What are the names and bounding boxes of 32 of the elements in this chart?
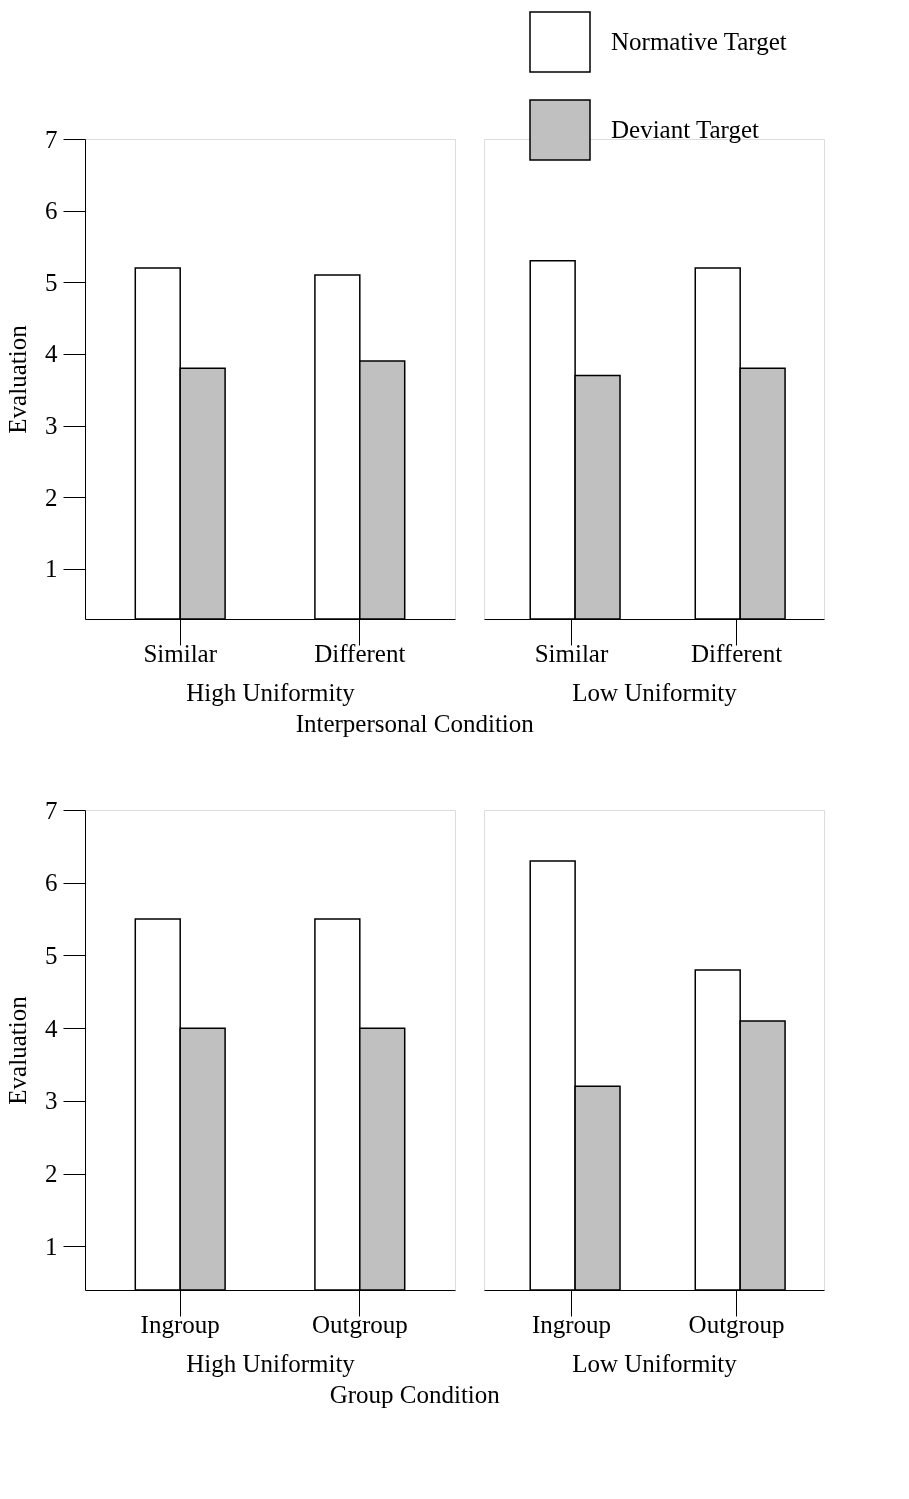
y-tick-label: 4 — [45, 1014, 58, 1042]
x-axis-title: High Uniformity — [186, 678, 356, 706]
x-tick-label: Ingroup — [140, 1310, 220, 1338]
y-tick-label: 3 — [45, 1087, 58, 1115]
x-tick-label: Similar — [143, 639, 218, 667]
y-tick-label: 7 — [45, 796, 58, 824]
x-tick-label: Different — [690, 639, 783, 667]
legend-label: Deviant Target — [611, 116, 760, 143]
y-tick-label: 1 — [45, 1232, 58, 1260]
x-tick-label: Outgroup — [688, 1310, 785, 1338]
y-tick-label: 4 — [45, 340, 58, 368]
x-tick-label: Outgroup — [311, 1310, 408, 1338]
x-axis-title: Low Uniformity — [572, 678, 738, 706]
y-tick-label: 6 — [45, 197, 58, 225]
y-tick-label: 7 — [45, 125, 58, 153]
text: Group Condition — [329, 1380, 501, 1408]
x-tick-label: Similar — [534, 639, 609, 667]
y-tick-label: 2 — [45, 483, 58, 511]
x-tick-label: Different — [314, 639, 406, 667]
y-axis-title: Evaluation — [4, 995, 31, 1105]
y-axis-title: Evaluation — [4, 324, 31, 434]
y-tick-label: 3 — [45, 412, 58, 440]
x-axis-title: High Uniformity — [186, 1349, 356, 1377]
x-axis-title: Low Uniformity — [572, 1349, 738, 1377]
text: Interpersonal Condition — [295, 709, 535, 737]
y-tick-label: 5 — [45, 941, 58, 969]
y-tick-label: 5 — [45, 268, 58, 296]
x-tick-label: Ingroup — [531, 1310, 612, 1338]
y-tick-label: 1 — [45, 555, 58, 583]
y-tick-label: 6 — [45, 869, 58, 897]
legend-label: Normative Target — [611, 28, 787, 55]
y-tick-label: 2 — [45, 1160, 58, 1188]
